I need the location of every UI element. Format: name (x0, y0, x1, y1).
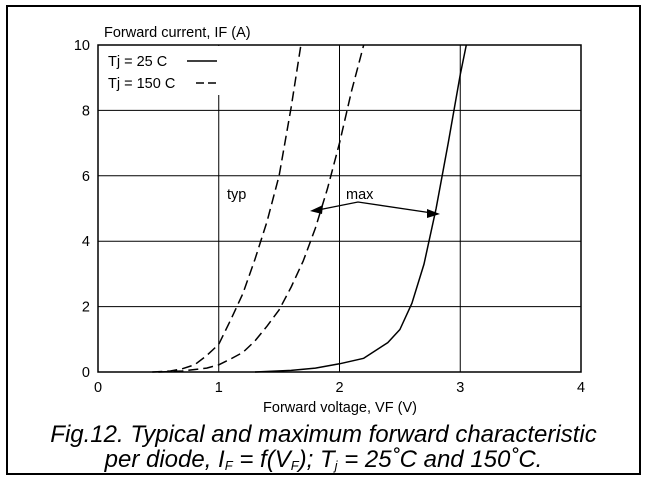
x-axis-label: Forward voltage, VF (V) (263, 400, 417, 416)
y-axis-label: Forward current, IF (A) (104, 25, 251, 41)
grid-lines (98, 45, 581, 372)
caption-text-1: Fig.12. Typical and maximum forward char… (50, 421, 597, 448)
y-tick-label: 10 (74, 38, 90, 54)
caption-part-b: = f(V (232, 446, 291, 473)
max-arrowhead-right (427, 209, 440, 218)
series-line-max-150c (158, 44, 365, 373)
annotation-max: max (346, 187, 374, 203)
figure-caption-line1: Fig.12. Typical and maximum forward char… (6, 421, 641, 448)
legend-box (100, 46, 230, 95)
caption-sub-f1: F (224, 458, 233, 473)
figure-caption-line2: per diode, IF = f(VF); Tj = 25˚C and 150… (6, 446, 641, 479)
caption-part-c: ); T (298, 446, 335, 473)
max-arrowhead-left (310, 205, 323, 214)
y-tick-label: 0 (82, 365, 90, 381)
series-line-typ-150c (152, 44, 302, 373)
annotation-typ: typ (227, 187, 246, 203)
typ-label-bg (223, 184, 267, 204)
x-tick-labels: 0 1 2 3 4 (94, 380, 585, 396)
x-tick-label: 4 (577, 380, 585, 396)
max-annotation-leader (317, 201, 433, 214)
caption-sub-f2: F (290, 458, 299, 473)
y-tick-labels: 0 2 4 6 8 10 (74, 38, 90, 381)
y-tick-label: 6 (82, 169, 90, 185)
y-tick-label: 2 (82, 300, 90, 316)
series-line-max-25c (254, 44, 468, 373)
legend-label-150c: Tj = 150 C (108, 76, 175, 92)
x-tick-label: 3 (456, 380, 464, 396)
caption-part-d: = 25˚C and 150˚C. (337, 446, 543, 473)
caption-part-a: per diode, I (104, 446, 225, 473)
x-tick-label: 1 (215, 380, 223, 396)
x-tick-label: 2 (335, 380, 343, 396)
figure-frame (6, 5, 641, 475)
plot-area-border (97, 44, 582, 373)
x-tick-label: 0 (94, 380, 102, 396)
caption-sub-j: j (334, 458, 338, 473)
series-lines (152, 44, 468, 373)
max-label-bg (340, 184, 380, 204)
legend-label-25c: Tj = 25 C (108, 54, 167, 70)
y-tick-label: 8 (82, 103, 90, 119)
y-tick-label: 4 (82, 234, 90, 250)
